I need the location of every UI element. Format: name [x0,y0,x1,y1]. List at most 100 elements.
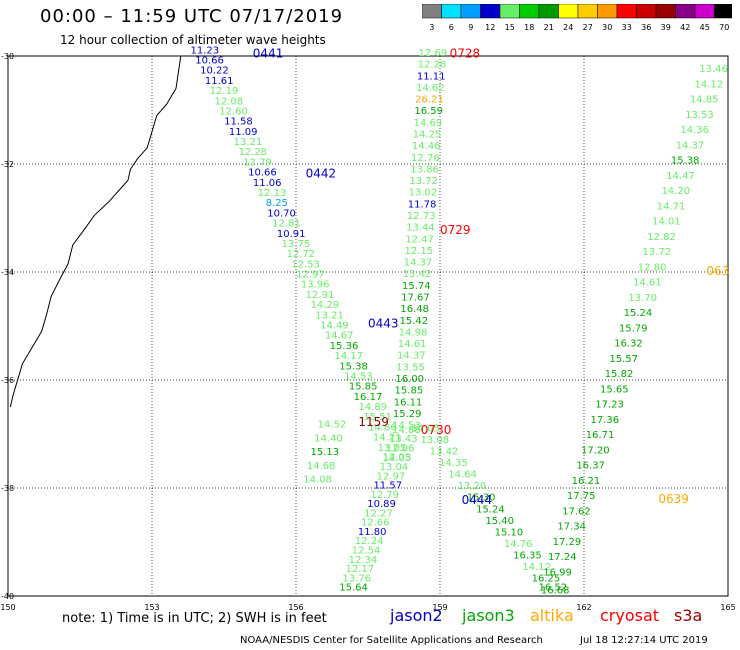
wave-height-value: 14.89 [358,402,387,413]
wave-height-value: 15.51 [363,412,392,423]
wave-height-value: 15.36 [330,341,359,352]
wave-height-value: 12.24 [355,536,384,547]
wave-height-value: 16.32 [614,339,643,350]
wave-height-value: 10.22 [200,66,229,77]
legend-tick: 42 [680,23,690,32]
wave-height-value: 14.08 [303,475,332,486]
legend-tick: 27 [583,23,593,32]
wave-height-value: 14.35 [439,458,468,469]
wave-height-value: 16.25 [532,574,561,585]
wave-height-value: 13.42 [403,269,432,280]
wave-height-value: 12.69 [418,48,447,59]
timestamp-text: Jul 18 12:27:14 UTC 2019 [580,635,708,646]
wave-height-value: 13.20 [458,481,487,492]
wave-height-value: 13.55 [396,362,425,373]
wave-height-value: 14.98 [399,327,428,338]
wave-height-value: 14.53 [344,371,373,382]
wave-height-value: 13.76 [342,573,371,584]
x-tick-label: 159 [432,603,447,612]
wave-height-value: 12.27 [364,508,393,519]
wave-height-value: 14.05 [382,453,411,464]
wave-height-value: 13.86 [410,164,439,175]
wave-height-value: 14.62 [416,83,445,94]
wave-height-value: 15.74 [402,281,431,292]
wave-height-value: 12.54 [352,545,381,556]
legend-tick: 39 [661,23,671,32]
pass-time-label: 1159 [358,415,389,429]
coastline [9,55,182,408]
wave-height-value: 17.23 [595,400,624,411]
wave-height-value: 15.40 [485,516,514,527]
wave-height-value: 13.43 [389,434,418,445]
wave-height-value: 17.24 [548,552,577,563]
wave-height-value: 14.37 [404,258,433,269]
wave-height-map: 150 153 156 159 162 165 -30 -32 -34 -36 -38 -40 11.2… [0,45,735,612]
map-frame [7,55,729,597]
wave-height-value: 12.34 [349,555,378,566]
wave-height-value: 10.89 [367,499,396,510]
wave-height-value: 12.13 [258,188,287,199]
wave-height-value: 15.64 [339,583,368,594]
wave-height-value: 13.72 [643,247,672,258]
wave-height-value: 13.21 [315,310,344,321]
wave-height-value: 14.76 [504,539,533,550]
wave-height-value: 14.68 [307,461,336,472]
wave-height-value: 13.72 [409,176,438,187]
wave-height-value: 14.37 [397,351,426,362]
wave-height-value: 12.06 [386,443,415,454]
wave-height-value: 12.15 [404,246,433,257]
legend-tick: 12 [485,23,495,32]
wave-height-value: 10.66 [195,55,224,66]
legend-tick: 45 [700,23,710,32]
wave-height-value: 11.80 [358,527,387,538]
wave-height-value: 13.05 [378,443,407,454]
legend-tick: 30 [602,23,612,32]
wave-height-value: 12.79 [370,490,399,501]
wave-height-value: 16.71 [586,430,615,441]
wave-height-value: 10.70 [267,208,296,219]
wave-height-value: 11.61 [205,76,234,87]
credit-text: NOAA/NESDIS Center for Satellite Applica… [240,635,543,646]
wave-height-value: 13.96 [301,280,330,291]
wave-height-value: 14.20 [661,186,690,197]
legend-tick: 24 [563,23,573,32]
wave-height-value: 11.58 [224,117,253,128]
wave-height-value: 14.46 [412,141,441,152]
x-tick-label: 150 [0,603,15,612]
wave-height-value: 17.29 [553,537,582,548]
wave-height-value: 13.53 [685,110,714,121]
wave-height-value: 16.99 [543,567,572,578]
wave-height-value: 15.10 [495,527,524,538]
wave-height-value: 15.85 [395,386,424,397]
wave-height-value: 14.40 [314,433,343,444]
wave-height-value: 16.59 [414,106,443,117]
pass-time-label: 0444 [462,493,493,507]
pass-time-label: 063 [706,264,729,278]
wave-height-value: 12.28 [418,60,447,71]
wave-height-value: 13.70 [628,293,657,304]
legend-tick: 18 [524,23,534,32]
wave-height-value: 12.73 [407,211,436,222]
wave-height-value: 13.44 [406,223,435,234]
wave-height-value: 13.04 [380,462,409,473]
pass-time-label: 0729 [440,223,471,237]
legend-tick: 70 [719,23,729,32]
wave-height-value: 11.78 [408,199,437,210]
legend-tick: 15 [505,23,515,32]
wave-height-value: 14.29 [310,300,339,311]
wave-height-value: 26.21 [415,95,444,106]
wave-height-value: 15.13 [310,447,339,458]
wave-height-value: 14.64 [448,470,477,481]
note-text: note: 1) Time is in UTC; 2) SWH is in fe… [62,611,327,626]
wave-height-value: 17.34 [557,522,586,533]
y-tick-label: -38 [1,484,14,493]
pass-time-label: 0639 [658,492,689,506]
wave-height-value: 16.17 [354,392,383,403]
wave-height-value: 16.35 [513,551,542,562]
pass-time-label: 0730 [421,423,452,437]
wave-height-value: 12.66 [361,518,390,529]
wave-height-value: 14.12 [695,79,724,90]
wave-height-value: 8.25 [266,198,288,209]
wave-height-value: 13.75 [282,239,311,250]
